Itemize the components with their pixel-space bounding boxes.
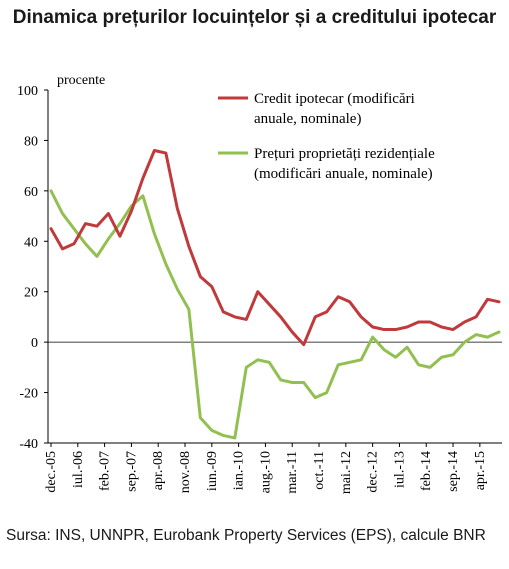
x-tick-label: feb.-14: [419, 451, 434, 491]
y-tick-label: -40: [19, 437, 38, 452]
series-line-2: [49, 189, 501, 440]
x-tick-label: iul.-13: [392, 451, 407, 488]
axes: [47, 90, 502, 444]
chart-title: Dinamica prețurilor locuințelor și a cre…: [12, 7, 497, 28]
source-note: Sursa: INS, UNNPR, Eurobank Property Ser…: [6, 527, 486, 544]
x-axis-ticks: dec.-05 iul.-06 feb.-07 sep.-07 apr.-08 nov.-…: [44, 443, 488, 494]
legend-label-2: Prețuri proprietăți rezidențiale (modific…: [254, 146, 435, 182]
legend: Credit ipotecar (modificări anuale, nomin…: [218, 91, 435, 182]
series-lines: [49, 149, 501, 440]
x-tick-label: mar.-11: [285, 451, 300, 494]
y-tick-label: 0: [31, 336, 38, 351]
x-tick-label: ian.-10: [232, 451, 247, 490]
y-tick-label: 20: [24, 286, 38, 301]
x-tick-label: dec.-12: [366, 451, 381, 493]
x-tick-label: apr.-15: [473, 451, 488, 490]
line-chart: -40 -20 0 20 40 60 80 100 dec.-05 iul.-06 feb.-07…: [17, 73, 502, 494]
legend-label-1: Credit ipotecar (modificări anuale, nomin…: [254, 91, 415, 127]
x-tick-label: aug.-10: [258, 451, 273, 493]
x-tick-label: iun.-09: [205, 451, 220, 491]
x-tick-label: mai.-12: [339, 451, 354, 494]
x-tick-label: dec.-05: [44, 451, 59, 493]
x-tick-label: oct.-11: [312, 451, 327, 490]
y-tick-label: -20: [19, 387, 38, 402]
y-axis-ticks: -40 -20 0 20 40 60 80 100: [17, 84, 48, 452]
x-tick-label: iul.-06: [71, 451, 86, 488]
y-tick-label: 80: [24, 134, 38, 149]
y-tick-label: 60: [24, 185, 38, 200]
x-tick-label: nov.-08: [178, 451, 193, 493]
series-line-1: [49, 149, 501, 347]
x-tick-label: sep.-14: [446, 451, 461, 492]
x-tick-label: feb.-07: [98, 451, 113, 491]
y-tick-label: 40: [24, 235, 38, 250]
y-tick-label: 100: [17, 84, 38, 99]
x-tick-label: sep.-07: [124, 451, 139, 492]
x-tick-label: apr.-08: [151, 451, 166, 490]
y-axis-unit-label: procente: [57, 73, 105, 88]
